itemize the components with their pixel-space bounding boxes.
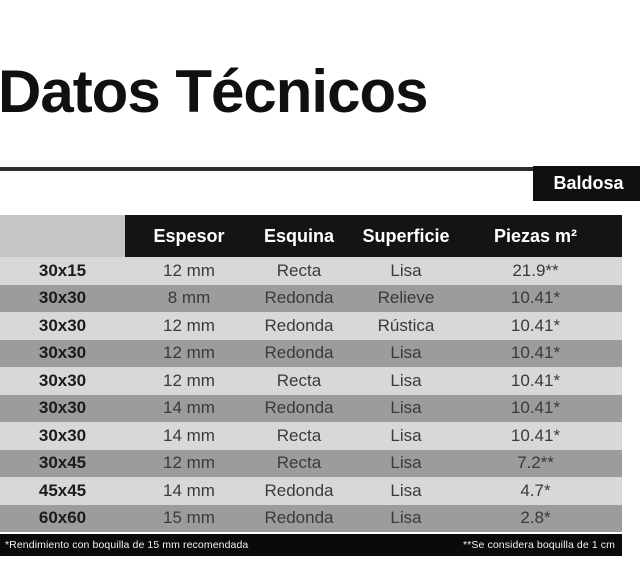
table-row: 30x30 14 mm Redonda Lisa 10.41*	[0, 394, 622, 422]
cell-size: 30x30	[38, 398, 87, 418]
cell-esquina: Redonda	[264, 288, 334, 308]
cell-size: 60x60	[38, 508, 87, 528]
cell-piezas: 10.41*	[510, 343, 561, 363]
cell-superficie: Relieve	[377, 288, 435, 308]
cell-size: 30x30	[38, 425, 87, 445]
column-header-superficie: Superficie	[345, 215, 467, 257]
cell-size: 30x15	[38, 260, 87, 280]
footnote-right: **Se considera boquilla de 1 cm	[463, 539, 615, 551]
cell-piezas: 10.41*	[510, 315, 561, 335]
cell-espesor: 12 mm	[163, 315, 215, 335]
cell-size: 45x45	[38, 480, 87, 500]
cell-esquina: Recta	[276, 260, 322, 280]
cell-espesor: 8 mm	[167, 288, 211, 308]
column-header-esquina: Esquina	[253, 215, 345, 257]
page-title: Datos Técnicos	[0, 58, 428, 125]
cell-size: 30x30	[38, 288, 87, 308]
cell-superficie: Lisa	[390, 343, 422, 363]
table-header-corner	[0, 215, 125, 257]
table-row: 30x30 12 mm Redonda Lisa 10.41*	[0, 339, 622, 367]
table-row: 30x30 12 mm Recta Lisa 10.41*	[0, 367, 622, 395]
cell-espesor: 12 mm	[163, 453, 215, 473]
cell-esquina: Redonda	[264, 398, 334, 418]
cell-piezas: 21.9**	[512, 260, 559, 280]
cell-superficie: Lisa	[390, 398, 422, 418]
column-header-piezas: Piezas m²	[467, 215, 622, 257]
table-row: 30x45 12 mm Recta Lisa 7.2**	[0, 449, 622, 477]
cell-espesor: 15 mm	[163, 508, 215, 528]
cell-piezas: 10.41*	[510, 425, 561, 445]
title-divider-rule	[0, 167, 640, 171]
technical-data-table: Espesor Esquina Superficie Piezas m² 30x…	[0, 215, 622, 532]
table-row: 30x15 12 mm Recta Lisa 21.9**	[0, 257, 622, 285]
footnote-left: *Rendimiento con boquilla de 15 mm recom…	[5, 539, 249, 551]
footnotes-bar: *Rendimiento con boquilla de 15 mm recom…	[0, 534, 622, 556]
cell-size: 30x45	[38, 453, 87, 473]
cell-piezas: 10.41*	[510, 398, 561, 418]
cell-superficie: Lisa	[390, 480, 422, 500]
cell-size: 30x30	[38, 343, 87, 363]
cell-espesor: 12 mm	[163, 343, 215, 363]
cell-superficie: Lisa	[390, 260, 422, 280]
cell-piezas: 7.2**	[517, 453, 554, 473]
cell-superficie: Lisa	[390, 508, 422, 528]
cell-espesor: 12 mm	[163, 370, 215, 390]
table-row: 30x30 8 mm Redonda Relieve 10.41*	[0, 284, 622, 312]
cell-size: 30x30	[38, 315, 87, 335]
cell-esquina: Recta	[276, 453, 322, 473]
cell-superficie: Rústica	[377, 315, 435, 335]
category-badge-label: Baldosa	[553, 173, 624, 193]
cell-esquina: Recta	[276, 370, 322, 390]
cell-espesor: 14 mm	[163, 398, 215, 418]
table-row: 30x30 12 mm Redonda Rústica 10.41*	[0, 312, 622, 340]
cell-piezas: 10.41*	[510, 370, 561, 390]
table-row: 30x30 14 mm Recta Lisa 10.41*	[0, 422, 622, 450]
cell-superficie: Lisa	[390, 425, 422, 445]
cell-esquina: Recta	[276, 425, 322, 445]
cell-esquina: Redonda	[264, 508, 334, 528]
cell-espesor: 12 mm	[163, 260, 215, 280]
table-header-row: Espesor Esquina Superficie Piezas m²	[0, 215, 622, 257]
table-row: 60x60 15 mm Redonda Lisa 2.8*	[0, 504, 622, 532]
column-header-espesor: Espesor	[125, 215, 253, 257]
cell-esquina: Redonda	[264, 315, 334, 335]
table-row: 45x45 14 mm Redonda Lisa 4.7*	[0, 477, 622, 505]
cell-piezas: 4.7*	[520, 480, 551, 500]
cell-esquina: Redonda	[264, 343, 334, 363]
cell-piezas: 10.41*	[510, 288, 561, 308]
cell-size: 30x30	[38, 370, 87, 390]
cell-espesor: 14 mm	[163, 480, 215, 500]
cell-superficie: Lisa	[390, 370, 422, 390]
cell-piezas: 2.8*	[520, 508, 551, 528]
cell-superficie: Lisa	[390, 453, 422, 473]
cell-espesor: 14 mm	[163, 425, 215, 445]
cell-esquina: Redonda	[264, 480, 334, 500]
category-badge: Baldosa	[533, 166, 640, 201]
